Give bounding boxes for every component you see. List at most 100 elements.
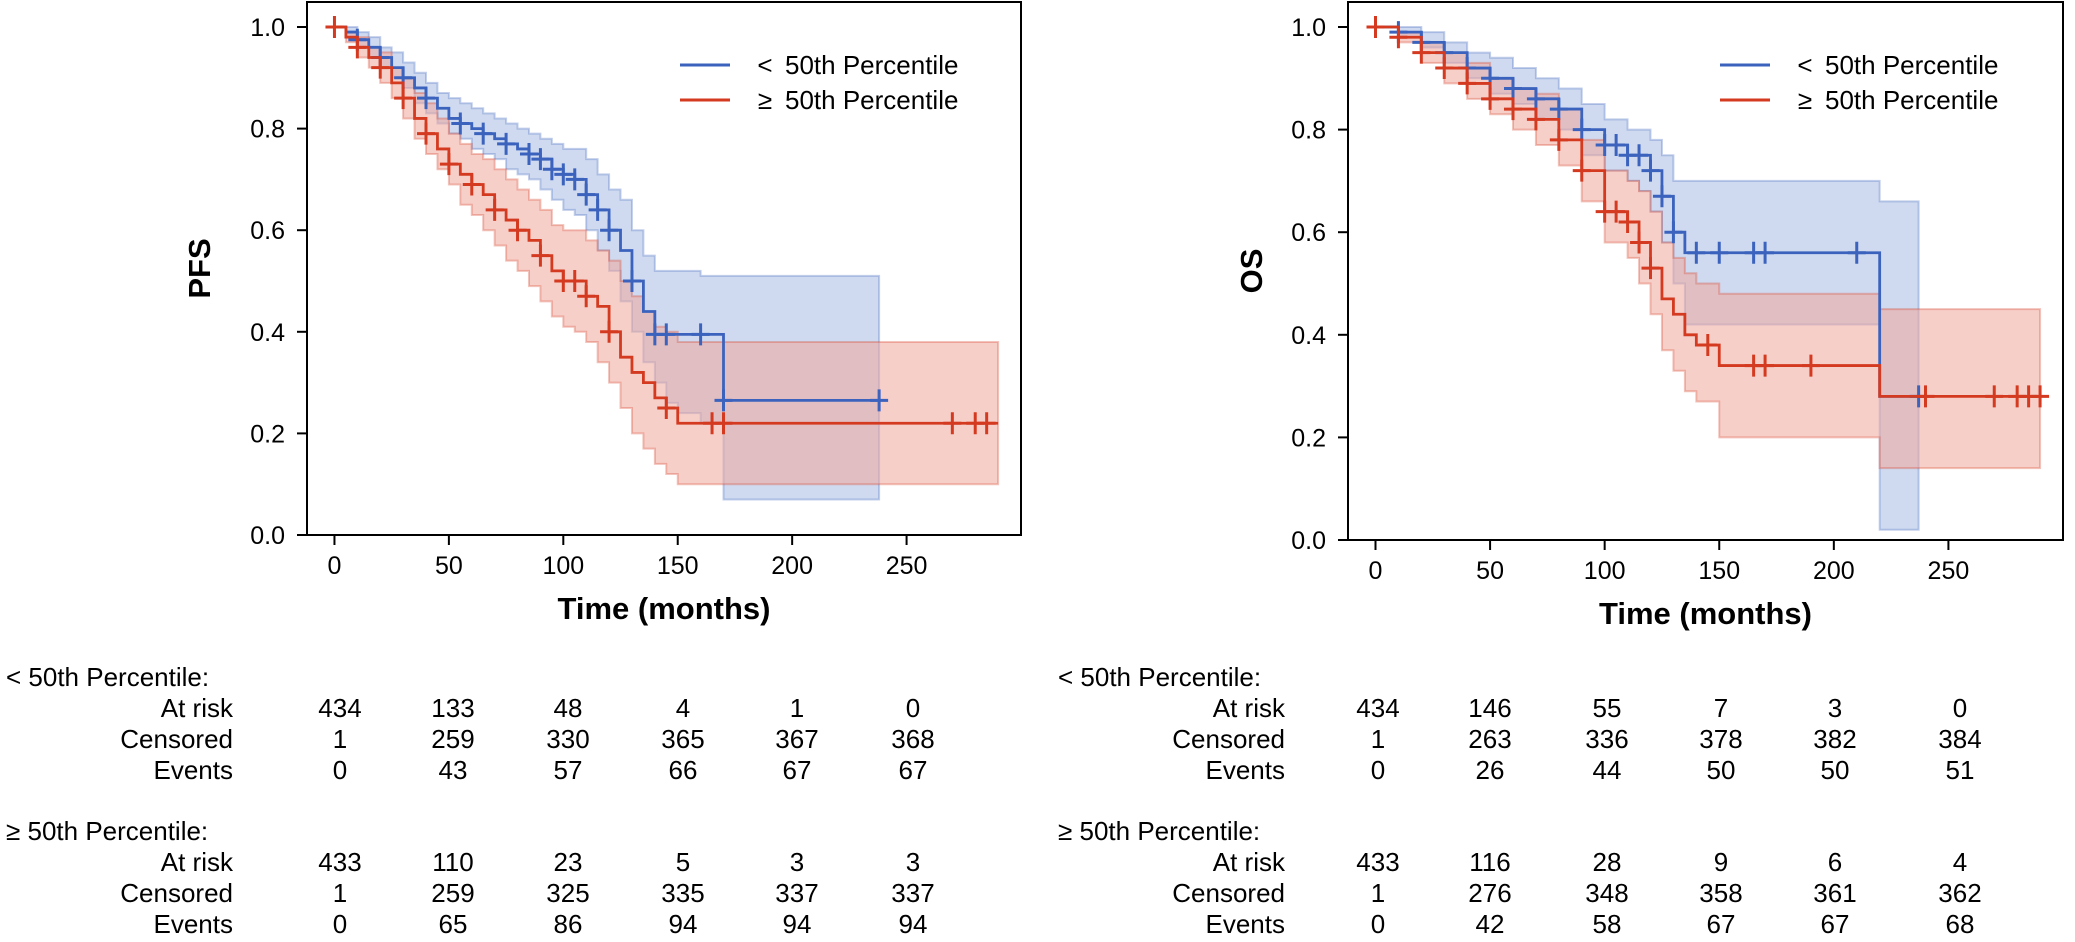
risk-cell: 4	[1953, 847, 1967, 877]
os-censor-mark	[1641, 257, 1660, 280]
os-legend-symbol: <	[1797, 50, 1812, 80]
os-legend-label: 50th Percentile	[1825, 50, 1998, 80]
risk-cell: 336	[1585, 724, 1628, 754]
risk-group-title: ≥ 50th Percentile:	[1058, 816, 1260, 846]
os-censor-mark	[1847, 241, 1866, 264]
risk-cell: 361	[1813, 878, 1856, 908]
risk-row-label: Censored	[1172, 724, 1285, 754]
risk-cell: 263	[1468, 724, 1511, 754]
risk-cell: 358	[1699, 878, 1742, 908]
os-censor-mark	[1389, 26, 1408, 49]
risk-cell: 434	[1356, 693, 1399, 723]
os-legend-label: 50th Percentile	[1825, 85, 1998, 115]
os-y-tick-label: 0.0	[1291, 527, 1326, 555]
pfs-censor-mark	[451, 112, 470, 135]
risk-cell: 1	[1371, 724, 1385, 754]
risk-cell: 368	[891, 724, 934, 754]
risk-cell: 3	[906, 847, 920, 877]
pfs-y-tick-label: 1.0	[250, 14, 285, 42]
pfs-x-tick-label: 100	[542, 552, 584, 580]
pfs-panel: 0.0 0.2 0.4 0.6 0.8 1.0 0 50 100 150 200 250 Time (m…	[182, 1, 1022, 626]
os-censor-mark	[1916, 385, 1935, 408]
pfs-censor-mark	[943, 412, 962, 435]
pfs-y-axis-title: PFS	[182, 238, 217, 298]
pfs-censor-mark	[657, 397, 676, 419]
pfs-y-tick-label: 0.4	[250, 319, 285, 347]
risk-cell: 259	[431, 724, 474, 754]
risk-cell: 50	[1821, 755, 1850, 785]
risk-cell: 9	[1714, 847, 1728, 877]
pfs-ci-band-high	[334, 26, 1000, 486]
risk-cell: 362	[1938, 878, 1981, 908]
risk-table-pfs: < 50th Percentile:At risk 434 133 48 4 1 0Cens…	[6, 662, 935, 939]
pfs-censor-mark	[531, 244, 550, 267]
risk-cell: 55	[1593, 693, 1622, 723]
os-censor-mark	[1756, 241, 1775, 264]
os-x-tick-label: 250	[1928, 557, 1970, 585]
risk-cell: 51	[1946, 755, 1975, 785]
risk-row-label: At risk	[161, 847, 234, 877]
pfs-plot-frame	[306, 1, 1022, 536]
os-censor-mark	[1572, 159, 1591, 182]
pfs-censor-mark	[565, 270, 584, 292]
pfs-censor-mark	[600, 320, 619, 343]
risk-cell: 68	[1946, 909, 1975, 939]
risk-cell: 0	[1371, 909, 1385, 939]
risk-cell: 0	[1953, 693, 1967, 723]
risk-cell: 110	[432, 847, 473, 877]
risk-cell: 259	[431, 878, 474, 908]
risk-row-label: Events	[1206, 755, 1286, 785]
pfs-censor-mark	[531, 148, 550, 171]
os-x-axis-title: Time (months)	[1599, 596, 1812, 631]
pfs-censor-mark	[497, 132, 516, 155]
os-censor-mark	[1549, 128, 1568, 151]
os-censor-mark	[1481, 87, 1500, 110]
pfs-x-tick-label: 250	[886, 552, 928, 580]
pfs-censor-mark	[577, 285, 596, 308]
risk-cell: 1	[1371, 878, 1385, 908]
pfs-legend-label: 50th Percentile	[785, 50, 958, 80]
os-legend-symbol: ≥	[1798, 85, 1812, 115]
os-censor-mark	[1504, 77, 1522, 100]
pfs-x-tick-label: 200	[771, 552, 813, 580]
pfs-censor-mark	[714, 412, 733, 435]
os-censor-mark	[1664, 221, 1683, 244]
risk-row-label: At risk	[161, 693, 234, 723]
os-y-tick-label: 0.8	[1291, 117, 1326, 145]
os-censor-mark	[1458, 72, 1477, 95]
risk-cell: 57	[554, 755, 583, 785]
risk-cell: 58	[1593, 909, 1622, 939]
os-censor-mark	[1504, 98, 1522, 121]
risk-row-label: Censored	[120, 724, 233, 754]
os-y-tick-label: 0.2	[1291, 424, 1326, 452]
os-censor-mark	[1985, 385, 2004, 408]
os-x-tick-label: 200	[1813, 557, 1855, 585]
risk-cell: 26	[1476, 755, 1505, 785]
risk-group-title: < 50th Percentile:	[1058, 662, 1261, 692]
risk-row-label: At risk	[1213, 847, 1286, 877]
os-censor-mark	[1710, 241, 1729, 264]
risk-cell: 65	[439, 909, 468, 939]
risk-cell: 67	[1707, 909, 1736, 939]
risk-cell: 433	[318, 847, 361, 877]
risk-cell: 433	[1356, 847, 1399, 877]
risk-cell: 434	[318, 693, 361, 723]
risk-cell: 325	[546, 878, 589, 908]
os-x-tick-label: 100	[1584, 557, 1626, 585]
os-censor-mark	[1607, 200, 1626, 223]
risk-cell: 94	[899, 909, 928, 939]
risk-cell: 384	[1938, 724, 1981, 754]
os-y-tick-label: 1.0	[1291, 14, 1326, 42]
risk-cell: 276	[1468, 878, 1511, 908]
pfs-y-tick-label: 0.2	[250, 420, 285, 448]
os-censor-mark	[1526, 108, 1545, 131]
risk-cell: 378	[1699, 724, 1742, 754]
risk-table-os: < 50th Percentile:At risk 434 146 55 7 3 0Cens…	[1058, 662, 1982, 939]
risk-cell: 67	[899, 755, 928, 785]
os-censor-mark	[1630, 231, 1649, 254]
risk-row-label: Events	[1206, 909, 1286, 939]
risk-cell: 0	[333, 909, 347, 939]
risk-cell: 116	[1469, 847, 1510, 877]
pfs-y-tick-label: 0.8	[250, 116, 285, 144]
